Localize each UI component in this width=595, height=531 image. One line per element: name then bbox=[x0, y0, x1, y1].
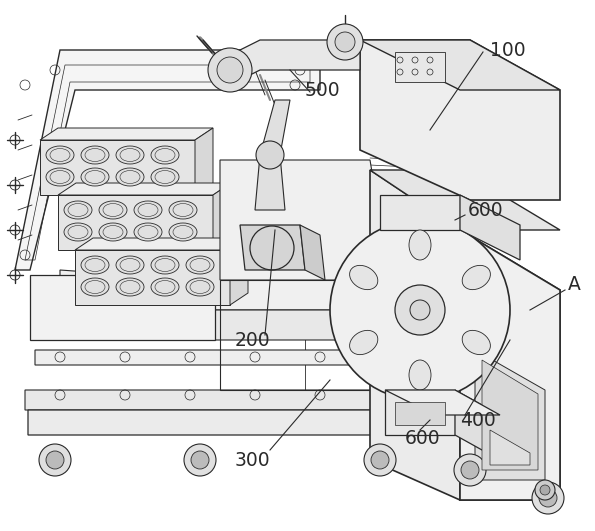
Polygon shape bbox=[482, 360, 538, 470]
Circle shape bbox=[184, 444, 216, 476]
Polygon shape bbox=[395, 52, 445, 82]
Ellipse shape bbox=[116, 146, 144, 164]
Circle shape bbox=[39, 444, 71, 476]
Ellipse shape bbox=[169, 223, 197, 241]
Ellipse shape bbox=[46, 146, 74, 164]
Polygon shape bbox=[260, 100, 290, 155]
Polygon shape bbox=[360, 40, 560, 90]
Polygon shape bbox=[460, 230, 560, 500]
Ellipse shape bbox=[81, 168, 109, 186]
Text: 600: 600 bbox=[405, 429, 441, 448]
Ellipse shape bbox=[134, 223, 162, 241]
Ellipse shape bbox=[46, 168, 74, 186]
Polygon shape bbox=[75, 238, 248, 250]
Text: 300: 300 bbox=[235, 450, 271, 469]
Ellipse shape bbox=[81, 146, 109, 164]
Polygon shape bbox=[385, 390, 500, 415]
Circle shape bbox=[330, 220, 510, 400]
Ellipse shape bbox=[462, 330, 490, 355]
Circle shape bbox=[191, 451, 209, 469]
Ellipse shape bbox=[64, 223, 92, 241]
Polygon shape bbox=[460, 230, 560, 500]
Circle shape bbox=[335, 32, 355, 52]
Polygon shape bbox=[220, 160, 390, 280]
Text: 100: 100 bbox=[490, 40, 525, 59]
Circle shape bbox=[461, 461, 479, 479]
Ellipse shape bbox=[186, 256, 214, 274]
Polygon shape bbox=[475, 350, 545, 480]
Ellipse shape bbox=[151, 168, 179, 186]
Polygon shape bbox=[230, 238, 248, 305]
Text: 400: 400 bbox=[460, 410, 496, 430]
Text: 200: 200 bbox=[235, 330, 271, 349]
Polygon shape bbox=[360, 40, 560, 200]
Ellipse shape bbox=[151, 256, 179, 274]
Polygon shape bbox=[240, 225, 305, 270]
Ellipse shape bbox=[116, 278, 144, 296]
Text: A: A bbox=[568, 276, 581, 295]
Ellipse shape bbox=[99, 201, 127, 219]
Circle shape bbox=[46, 451, 64, 469]
Polygon shape bbox=[75, 250, 230, 305]
Ellipse shape bbox=[81, 278, 109, 296]
Polygon shape bbox=[58, 183, 231, 195]
Circle shape bbox=[208, 48, 252, 92]
Polygon shape bbox=[25, 390, 480, 445]
Polygon shape bbox=[35, 350, 490, 400]
Circle shape bbox=[395, 285, 445, 335]
Polygon shape bbox=[255, 155, 285, 210]
Polygon shape bbox=[40, 128, 213, 140]
Polygon shape bbox=[370, 170, 560, 230]
Circle shape bbox=[540, 485, 550, 495]
Text: 600: 600 bbox=[468, 201, 503, 219]
Ellipse shape bbox=[151, 146, 179, 164]
Circle shape bbox=[364, 444, 396, 476]
Polygon shape bbox=[455, 390, 500, 460]
Circle shape bbox=[539, 489, 557, 507]
Polygon shape bbox=[300, 225, 325, 280]
Ellipse shape bbox=[350, 330, 378, 355]
Circle shape bbox=[454, 454, 486, 486]
Circle shape bbox=[256, 141, 284, 169]
Circle shape bbox=[327, 24, 363, 60]
Text: 500: 500 bbox=[305, 81, 340, 99]
Ellipse shape bbox=[64, 201, 92, 219]
Ellipse shape bbox=[81, 256, 109, 274]
Polygon shape bbox=[460, 195, 520, 260]
Polygon shape bbox=[30, 275, 215, 340]
Polygon shape bbox=[28, 410, 485, 470]
Polygon shape bbox=[230, 40, 360, 85]
Circle shape bbox=[535, 480, 555, 500]
Ellipse shape bbox=[409, 360, 431, 390]
Polygon shape bbox=[195, 128, 213, 195]
Ellipse shape bbox=[169, 201, 197, 219]
Polygon shape bbox=[490, 430, 530, 465]
Ellipse shape bbox=[186, 278, 214, 296]
Circle shape bbox=[217, 57, 243, 83]
Polygon shape bbox=[213, 183, 231, 250]
Polygon shape bbox=[15, 50, 320, 270]
Circle shape bbox=[410, 300, 430, 320]
Ellipse shape bbox=[116, 256, 144, 274]
Polygon shape bbox=[370, 170, 460, 500]
Polygon shape bbox=[395, 402, 445, 425]
Ellipse shape bbox=[350, 266, 378, 289]
Circle shape bbox=[532, 482, 564, 514]
Polygon shape bbox=[60, 270, 500, 370]
Polygon shape bbox=[380, 195, 460, 230]
Circle shape bbox=[371, 451, 389, 469]
Polygon shape bbox=[60, 310, 500, 400]
Ellipse shape bbox=[151, 278, 179, 296]
Polygon shape bbox=[58, 195, 213, 250]
Ellipse shape bbox=[99, 223, 127, 241]
Ellipse shape bbox=[134, 201, 162, 219]
Polygon shape bbox=[40, 140, 195, 195]
Polygon shape bbox=[385, 390, 455, 435]
Ellipse shape bbox=[409, 230, 431, 260]
Ellipse shape bbox=[116, 168, 144, 186]
Ellipse shape bbox=[462, 266, 490, 289]
